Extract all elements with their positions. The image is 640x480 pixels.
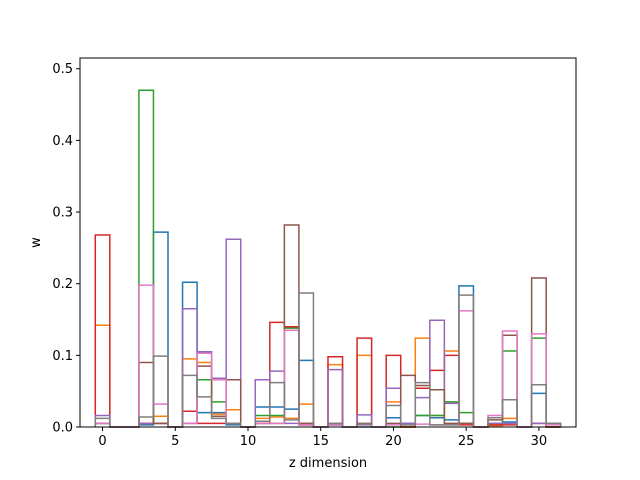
x-axis-ticks: 0 5 10 15 20 25 30 [98,427,547,449]
y-tick-label: 0.5 [52,62,73,77]
x-axis-label: z dimension [289,456,367,471]
x-tick-label: 5 [171,434,179,449]
x-tick-label: 15 [312,434,329,449]
x-tick-label: 10 [240,434,257,449]
y-tick-label: 0.1 [52,349,73,364]
y-tick-label: 0.3 [52,206,73,221]
x-tick-label: 30 [531,434,548,449]
y-axis-label: w [29,237,44,248]
plot-frame [79,57,577,428]
x-tick-label: 20 [385,434,402,449]
x-tick-label: 0 [98,434,106,449]
y-tick-label: 0.2 [52,277,73,292]
y-axis-ticks: 0.0 0.1 0.2 0.3 0.4 0.5 [52,62,80,436]
y-tick-label: 0.4 [52,134,73,149]
x-tick-label: 25 [458,434,475,449]
y-tick-label: 0.0 [52,421,73,436]
